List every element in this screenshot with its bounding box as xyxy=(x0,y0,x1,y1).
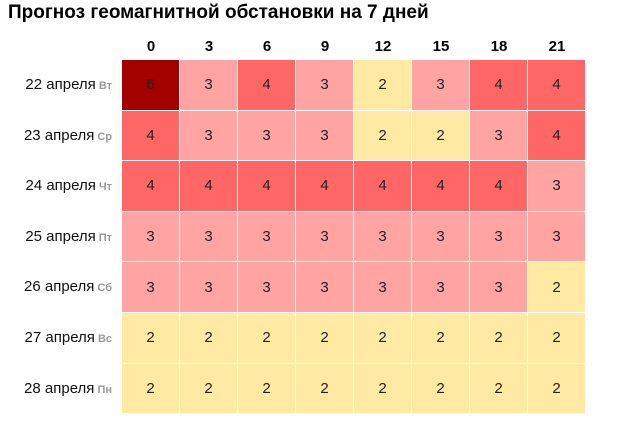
kp-cell: 2 xyxy=(470,363,528,415)
kp-cell: 2 xyxy=(122,363,180,415)
row-label: 25 апреля Пт xyxy=(0,228,112,245)
kp-cell: 4 xyxy=(296,161,354,212)
kp-cell: 3 xyxy=(354,211,412,263)
hour-header: 0 xyxy=(146,38,156,55)
row-label: 26 апреля Сб xyxy=(0,278,112,295)
kp-cell: 3 xyxy=(238,262,296,313)
row-label: 27 апреля Вс xyxy=(0,329,112,346)
kp-cell: 2 xyxy=(354,60,412,111)
kp-cell: 2 xyxy=(122,313,180,364)
kp-cell: 2 xyxy=(296,313,354,364)
weekday: Вс xyxy=(97,333,112,345)
kp-cell: 2 xyxy=(528,313,586,364)
kp-cell: 3 xyxy=(412,211,470,263)
weekday: Чт xyxy=(98,181,112,194)
kp-cell: 3 xyxy=(528,211,586,263)
kp-cell: 3 xyxy=(528,161,586,212)
kp-cell: 2 xyxy=(180,313,238,364)
kp-cell: 3 xyxy=(354,262,412,313)
hour-header: 15 xyxy=(432,38,450,55)
kp-cell: 3 xyxy=(180,211,238,263)
hour-header: 9 xyxy=(320,38,330,55)
weekday: Сб xyxy=(97,282,112,295)
kp-cell: 2 xyxy=(238,313,296,364)
row-label: 23 апреля Ср xyxy=(0,127,112,144)
kp-cell: 3 xyxy=(470,211,528,263)
hour-header: 6 xyxy=(262,38,272,55)
kp-cell: 2 xyxy=(528,262,586,313)
kp-cell: 3 xyxy=(180,262,238,313)
date: 22 апреля xyxy=(25,76,96,93)
kp-cell: 4 xyxy=(180,161,238,212)
weekday: Ср xyxy=(97,130,112,143)
kp-cell: 4 xyxy=(122,161,180,212)
kp-cell: 4 xyxy=(238,60,296,111)
weekday: Пт xyxy=(98,231,112,244)
hour-header: 21 xyxy=(548,38,566,55)
kp-cell: 4 xyxy=(470,60,528,111)
hour-header: 12 xyxy=(374,38,392,55)
kp-cell: 2 xyxy=(412,363,470,415)
kp-cell: 3 xyxy=(470,110,528,162)
kp-cell: 4 xyxy=(122,110,180,162)
kp-cell: 3 xyxy=(296,110,354,162)
date: 28 апреля xyxy=(24,379,95,397)
date: 26 апреля xyxy=(24,278,95,296)
kp-cell: 2 xyxy=(528,363,586,415)
kp-cell: 2 xyxy=(354,110,412,162)
kp-cell: 2 xyxy=(238,363,296,415)
row-label: 28 апреля Пн xyxy=(0,380,112,397)
kp-cell: 4 xyxy=(412,161,470,212)
kp-cell: 3 xyxy=(238,110,296,162)
kp-cell: 2 xyxy=(354,363,412,415)
kp-cell: 2 xyxy=(354,313,412,364)
kp-cell: 2 xyxy=(412,110,470,162)
kp-cell: 6 xyxy=(122,60,180,111)
kp-cell: 3 xyxy=(122,211,180,263)
weekday: Пн xyxy=(97,383,112,396)
title: Прогноз геомагнитной обстановки на 7 дне… xyxy=(8,2,429,23)
kp-cell: 3 xyxy=(122,262,180,313)
date: 23 апреля xyxy=(23,126,95,144)
kp-cell: 3 xyxy=(180,60,238,111)
kp-cell: 2 xyxy=(296,363,354,415)
kp-cell: 2 xyxy=(180,363,238,415)
kp-cell: 3 xyxy=(296,211,354,263)
date: 27 апреля xyxy=(24,329,95,346)
kp-cell: 4 xyxy=(470,161,528,212)
kp-cell: 4 xyxy=(528,60,586,111)
row-label: 22 апреля Вт xyxy=(0,76,112,93)
kp-cell: 4 xyxy=(238,161,296,212)
hour-header: 3 xyxy=(204,38,214,55)
kp-cell: 4 xyxy=(354,161,412,212)
kp-cell: 3 xyxy=(296,60,354,111)
kp-cell: 3 xyxy=(238,211,296,263)
kp-cell: 3 xyxy=(470,262,528,313)
kp-cell: 3 xyxy=(412,60,470,111)
row-label: 24 апреля Чт xyxy=(0,177,112,194)
date: 24 апреля xyxy=(25,177,96,195)
kp-cell: 3 xyxy=(180,110,238,162)
kp-cell: 2 xyxy=(470,313,528,364)
hour-header: 18 xyxy=(490,38,508,55)
kp-cell: 3 xyxy=(412,262,470,313)
weekday: Вт xyxy=(98,80,112,92)
kp-cell: 4 xyxy=(528,110,586,162)
kp-cell: 3 xyxy=(296,262,354,313)
date: 25 апреля xyxy=(25,227,96,245)
kp-cell: 2 xyxy=(412,313,470,364)
